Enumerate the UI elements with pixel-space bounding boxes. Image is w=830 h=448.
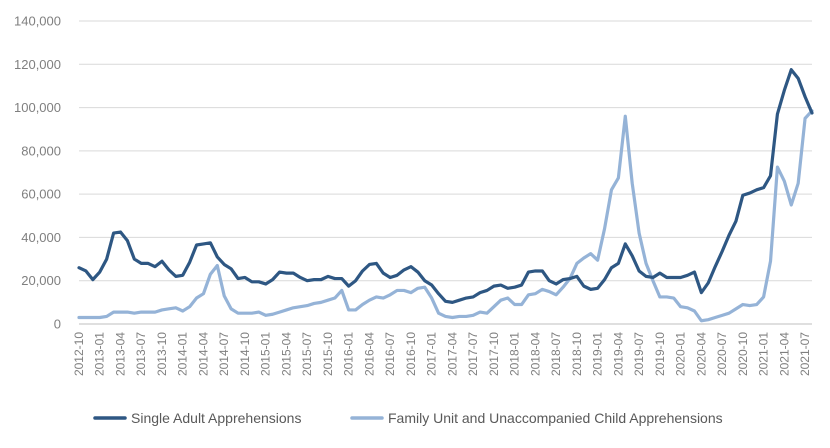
x-tick-label: 2013-10 (155, 332, 169, 376)
x-tick-label: 2021-04 (777, 332, 791, 376)
x-tick-label: 2014-01 (176, 332, 190, 376)
y-axis-ticks: 0 20,000 40,000 60,000 80,000 100,000 120,000 1… (14, 14, 61, 332)
y-tick-label: 0 (54, 317, 61, 332)
x-tick-label: 2016-01 (342, 332, 356, 376)
x-tick-label: 2019-01 (591, 332, 605, 376)
x-tick-label: 2019-07 (632, 332, 646, 376)
x-tick-label: 2021-01 (757, 332, 771, 376)
series-line-2 (77, 109, 814, 323)
x-tick-label: 2015-01 (259, 332, 273, 376)
legend: Single Adult Apprehensions Family Unit an… (93, 410, 723, 426)
x-tick-label: 2013-01 (93, 332, 107, 376)
y-tick-label: 120,000 (14, 57, 61, 72)
series-line-1 (77, 68, 814, 304)
x-tick-label: 2016-10 (404, 332, 418, 376)
x-tick-label: 2020-10 (736, 332, 750, 376)
x-tick-label: 2021-07 (798, 332, 812, 376)
gridlines (79, 20, 812, 282)
x-tick-label: 2017-10 (487, 332, 501, 376)
x-tick-label: 2016-07 (383, 332, 397, 376)
x-tick-label: 2016-04 (362, 332, 376, 376)
x-axis-ticks: 2012-10 2013-01 2013-04 2013-07 2013-10 2014-… (72, 332, 812, 376)
x-tick-label: 2015-07 (300, 332, 314, 376)
x-tick-label: 2014-10 (238, 332, 252, 376)
y-tick-label: 60,000 (21, 187, 61, 202)
x-tick-label: 2012-10 (72, 332, 86, 376)
x-tick-label: 2014-07 (217, 332, 231, 376)
x-tick-label: 2015-10 (321, 332, 335, 376)
x-tick-label: 2015-04 (279, 332, 293, 376)
x-tick-label: 2014-04 (196, 332, 210, 376)
y-tick-label: 80,000 (21, 143, 61, 158)
x-tick-label: 2019-04 (611, 332, 625, 376)
x-tick-label: 2013-04 (113, 332, 127, 376)
legend-label-1: Single Adult Apprehensions (131, 410, 301, 426)
x-tick-label: 2013-07 (134, 332, 148, 376)
x-tick-label: 2020-04 (694, 332, 708, 376)
x-tick-label: 2018-01 (508, 332, 522, 376)
x-tick-label: 2018-04 (528, 332, 542, 376)
x-tick-label: 2017-01 (425, 332, 439, 376)
x-tick-label: 2020-01 (674, 332, 688, 376)
x-tick-label: 2017-07 (466, 332, 480, 376)
series-lines (77, 68, 814, 323)
y-tick-label: 40,000 (21, 230, 61, 245)
y-tick-label: 140,000 (14, 14, 61, 29)
x-tick-label: 2019-10 (653, 332, 667, 376)
y-tick-label: 20,000 (21, 273, 61, 288)
legend-label-2: Family Unit and Unaccompanied Child Appr… (388, 410, 723, 426)
y-tick-label: 100,000 (14, 100, 61, 115)
x-tick-label: 2020-07 (715, 332, 729, 376)
x-tick-label: 2018-10 (570, 332, 584, 376)
x-tick-label: 2017-04 (445, 332, 459, 376)
x-tick-label: 2018-07 (549, 332, 563, 376)
